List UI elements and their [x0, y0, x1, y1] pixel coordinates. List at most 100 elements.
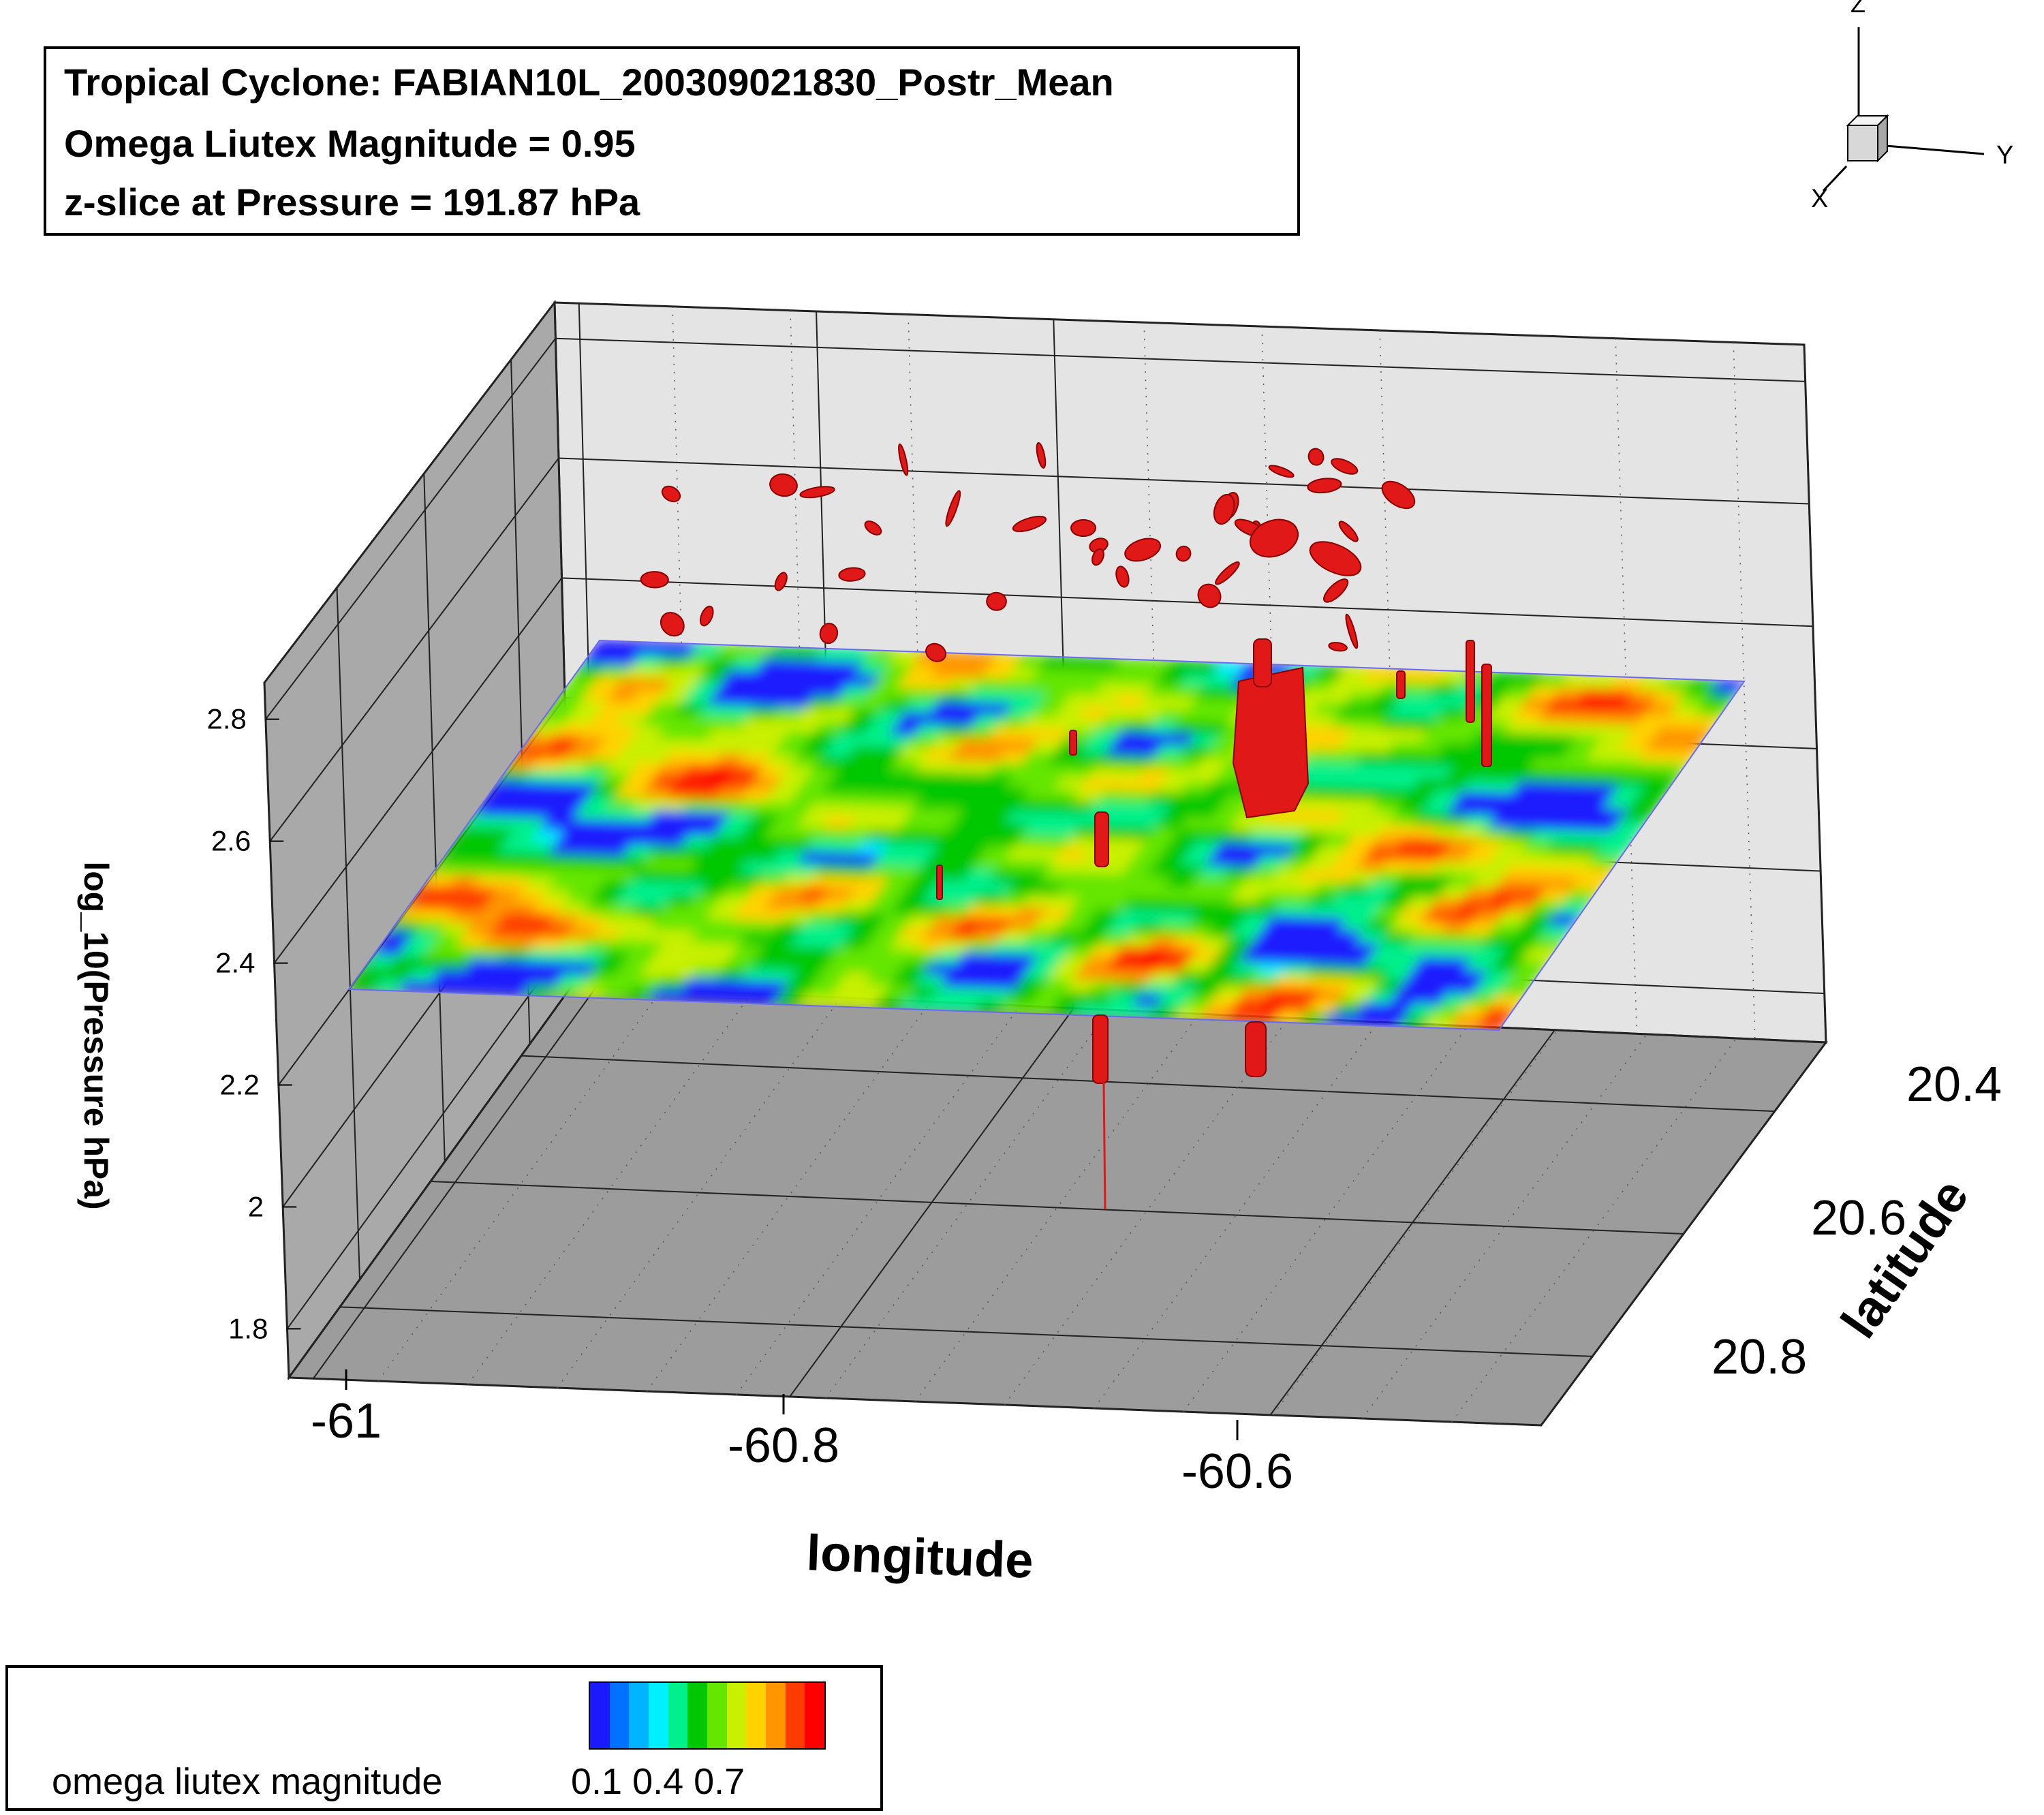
back-wall-gridline	[1379, 330, 1401, 1023]
axis-ticks: -61 -60.8 -60.6 20.4 20.6 20.8 2.8 2.6 2.4 2.2 2 1.…	[207, 703, 2002, 1499]
back-wall-gridline	[1261, 326, 1283, 1018]
legend-label: omega liutex magnitude	[52, 1761, 443, 1802]
isosurface-blob	[1036, 441, 1047, 469]
isosurface-blob	[1345, 613, 1359, 649]
isosurface-blob	[1213, 493, 1235, 525]
isosurface-blob	[1215, 561, 1240, 585]
isosurface-blob	[640, 571, 669, 589]
colorbar-swatch	[805, 1683, 825, 1748]
z-axis-title: log_10(Pressure hPa)	[77, 861, 115, 1209]
colorbar-legend: omega liutex magnitude 0.1 0.4 0.7	[5, 1665, 883, 1811]
isosurface-blob	[1115, 565, 1130, 588]
y-tick-label: 20.8	[1712, 1330, 1807, 1384]
floor-gridline	[646, 1001, 931, 1392]
floor-gridline	[430, 1181, 1684, 1235]
isosurface-blob	[774, 572, 788, 591]
isosurface-column	[1253, 638, 1272, 687]
z-tick-label: 2.6	[211, 825, 251, 857]
left-wall-gridline	[265, 338, 557, 720]
x-tick-label: -60.6	[1181, 1444, 1293, 1499]
isosurface-blob	[945, 490, 961, 527]
back-wall-gridline	[561, 577, 1813, 627]
isosurface-blob	[1070, 519, 1096, 537]
isosurface-column	[1466, 640, 1475, 723]
z-tick-label: 2	[248, 1190, 264, 1222]
back-wall-gridline	[555, 337, 1806, 382]
isosurface-blob	[799, 486, 835, 499]
isosurface-blob	[819, 623, 839, 645]
chart-title: Tropical Cyclone: FABIAN10L_200309021830…	[64, 61, 1114, 104]
title-box: Tropical Cyclone: FABIAN10L_200309021830…	[44, 46, 1300, 236]
isosurface-blob	[864, 521, 882, 536]
isosurface-column	[1092, 1014, 1109, 1084]
colorbar-swatch	[707, 1683, 727, 1748]
left-wall-gridline	[423, 474, 446, 1162]
colorbar-swatch	[746, 1683, 766, 1748]
isosurface-blob	[661, 485, 681, 503]
isosurface-blob	[838, 567, 866, 582]
legend-ticks: 0.1 0.4 0.7	[571, 1761, 745, 1802]
z-tick-label: 2.8	[207, 703, 247, 735]
x-axis-title: longitude	[805, 1524, 1034, 1589]
triad-x-label: X	[1811, 185, 1828, 213]
isosurface-blob	[1331, 458, 1359, 475]
colorbar-swatch	[649, 1683, 668, 1748]
colorbar-swatch	[766, 1683, 786, 1748]
triad-z-label: Z	[1851, 0, 1865, 18]
z-tick-label: 2.4	[215, 947, 255, 979]
isosurface-column	[1396, 670, 1406, 699]
left-wall-gridline	[336, 587, 360, 1280]
isosurface-core	[1232, 666, 1310, 819]
colorbar-swatch	[590, 1683, 610, 1748]
floor-gridline	[825, 1009, 1111, 1399]
left-wall-gridline	[273, 577, 563, 964]
colorbar-swatch	[785, 1683, 805, 1748]
isosurface-column	[1245, 1021, 1267, 1077]
x-tick-label: -60.8	[728, 1418, 839, 1473]
isosurface-blob	[1307, 448, 1325, 466]
floor-gridline	[339, 1306, 1593, 1357]
isosurface-blob	[1328, 642, 1348, 652]
z-slice-outline	[347, 639, 1746, 1031]
isosurface-column	[936, 865, 943, 900]
y-tick-label: 20.6	[1811, 1191, 1906, 1245]
isosurface-blob	[1338, 521, 1359, 542]
z-tick-label: 2.2	[219, 1069, 259, 1101]
left-wall-gridline	[286, 937, 572, 1330]
isosurface-blob	[925, 642, 947, 662]
isosurface-blob	[700, 605, 714, 627]
isosurface-blob	[898, 443, 909, 476]
isosurface-blob	[1012, 515, 1047, 533]
isosurface-blob	[1381, 480, 1416, 510]
isosurface-blob	[1197, 583, 1222, 608]
colorbar-swatch	[609, 1683, 630, 1748]
isosurface-column	[1069, 730, 1077, 756]
left-wall-gridline	[269, 457, 559, 842]
colorbar-swatch	[629, 1683, 649, 1748]
slice-pressure-text: z-slice at Pressure = 191.87 hPa	[64, 181, 640, 223]
orientation-triad: Z Y X	[1811, 0, 2013, 213]
colorbar-swatch	[726, 1683, 747, 1748]
back-wall-gridline	[1143, 322, 1164, 1012]
isosurface-column	[1094, 811, 1109, 867]
isosurface-column	[1102, 1083, 1106, 1210]
floor-gridline	[735, 1005, 1021, 1395]
x-tick-label: -61	[311, 1394, 382, 1448]
isosurface-blob	[1250, 518, 1299, 558]
isosurface-blob	[769, 473, 798, 497]
back-wall-gridline	[1733, 342, 1756, 1040]
back-wall-gridline	[558, 457, 1810, 505]
isosurface-blob	[1091, 548, 1104, 566]
y-tick-label: 20.4	[1906, 1057, 2002, 1112]
colorbar-swatch	[668, 1683, 688, 1748]
isosurface-blob	[1175, 545, 1192, 562]
triad-y-label: Y	[1996, 141, 2013, 170]
isosurface-column	[1481, 664, 1492, 767]
isosurface-blob	[1307, 478, 1342, 494]
floor	[287, 984, 1828, 1427]
slice-cell	[1709, 679, 1744, 694]
magnitude-text: Omega Liutex Magnitude = 0.95	[64, 122, 636, 165]
liutex-isosurfaces	[640, 441, 1492, 1210]
isosurface-blob	[1309, 541, 1362, 576]
